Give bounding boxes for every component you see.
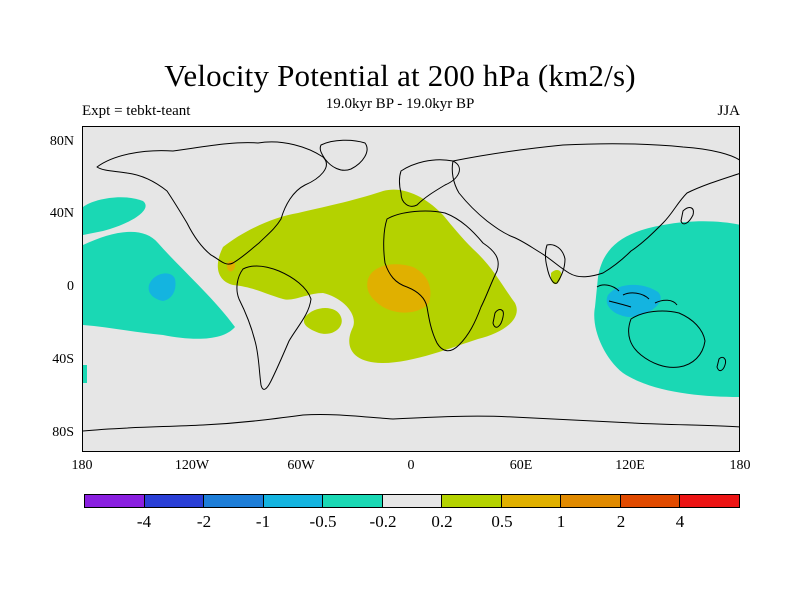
lat-label-80n: 80N [49,134,74,149]
colorbar-label: 2 [616,512,626,531]
season-label: JJA [717,103,740,119]
contour-green-south-america [303,308,342,334]
lon-label-0: 0 [407,458,415,473]
colorbar-label: 1 [556,512,566,531]
lat-label-40s: 40S [52,352,74,367]
colorbar-swatch [620,495,681,507]
contour-teal-west-pacific [594,221,739,397]
coast-north-america [96,141,327,265]
colorbar-label: -1 [255,512,271,531]
contour-blue-pacific-core [148,273,176,301]
colorbar-swatch [85,495,145,507]
coast-south-america [236,265,312,390]
lon-label-120e: 120E [615,458,645,473]
colorbar-label: -4 [136,512,152,531]
colorbar-swatch [680,495,740,507]
coast-antarctica [83,413,739,432]
contour-teal-edge-left [83,365,87,383]
contour-orange-africa-core [367,264,431,313]
colorbar-label: -2 [196,512,212,531]
colorbar-label: 4 [675,512,685,531]
lon-label-120w: 120W [174,458,210,473]
map-panel [82,126,740,452]
coast-madagascar [492,309,504,328]
lat-label-80s: 80S [52,425,74,440]
contour-teal-north-pacific [83,197,146,235]
coast-asia [451,143,739,278]
colorbar-label: -0.5 [309,512,337,531]
colorbar [84,494,740,508]
coast-africa [383,210,499,352]
lat-label-0: 0 [67,279,74,294]
coast-europe [399,159,460,207]
map-svg [83,139,739,432]
colorbar-swatch [382,495,443,507]
colorbar-swatch [501,495,562,507]
colorbar-swatch [263,495,324,507]
colorbar-label: 0.2 [431,512,453,531]
coast-australia [628,310,706,368]
negative-anomaly-regions [83,197,739,397]
contour-blue-maritime-core [606,284,661,317]
coast-japan [680,207,694,225]
coast-maritime-continent [596,284,678,308]
chart-title: Velocity Potential at 200 hPa (km2/s) [164,58,636,93]
lon-label-60w: 60W [287,458,315,473]
coast-india [545,244,566,284]
experiment-label: Expt = tebkt-teant [82,103,191,119]
contour-green-atlantic-africa [217,189,517,363]
colorbar-swatch [323,495,383,507]
colorbar-label: 0.5 [491,512,513,531]
lon-label-180w: 180 [71,458,93,473]
chart-subtitle: 19.0kyr BP - 19.0kyr BP [325,96,475,112]
positive-anomaly-regions [217,189,562,363]
coastlines [83,139,739,432]
coast-greenland [319,139,368,171]
lon-label-60e: 60E [509,458,533,473]
colorbar-swatch [144,495,205,507]
lat-label-40n: 40N [49,206,74,221]
coast-new-zealand [716,356,726,372]
colorbar-swatch [561,495,621,507]
colorbar-label: -0.2 [369,512,397,531]
colorbar-swatch [204,495,264,507]
lon-label-180e: 180 [729,458,751,473]
colorbar-swatch [442,495,502,507]
